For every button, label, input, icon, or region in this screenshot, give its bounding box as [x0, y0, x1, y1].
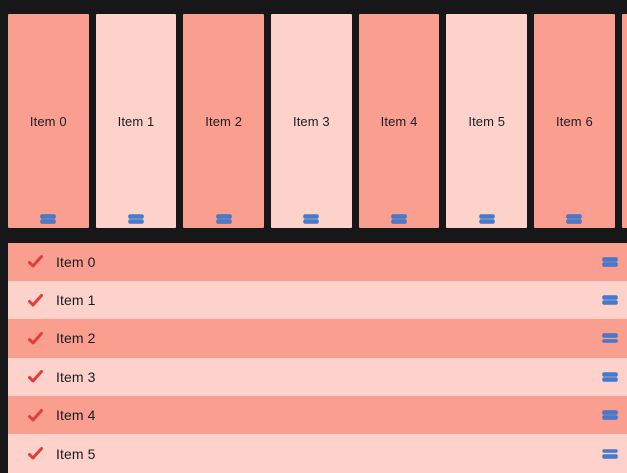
- sortable-card-3[interactable]: Item 3: [271, 14, 352, 228]
- list-item-label: Item 5: [56, 445, 96, 462]
- sortable-card-2[interactable]: Item 2: [183, 14, 264, 228]
- check-icon: [28, 370, 43, 383]
- list-item-label: Item 4: [56, 407, 96, 424]
- drag-handle-icon[interactable]: [603, 372, 617, 381]
- drag-handle-icon[interactable]: [479, 215, 494, 223]
- card-label: Item 6: [556, 113, 593, 129]
- card-label: Item 3: [292, 113, 330, 129]
- card-label: Item 0: [29, 113, 67, 129]
- drag-handle-icon[interactable]: [128, 215, 143, 223]
- list-item-3[interactable]: Item 3: [8, 357, 627, 397]
- drag-handle-icon[interactable]: [603, 411, 617, 420]
- drag-handle-icon[interactable]: [603, 257, 617, 266]
- check-icon: [28, 331, 43, 345]
- check-icon: [28, 408, 43, 422]
- horizontal-sortable-list: Item 0 Item 1 Item 2 Item 3 Item 4 Item …: [0, 0, 627, 228]
- sortable-card-4[interactable]: Item 4: [358, 14, 440, 228]
- sortable-card-5[interactable]: Item 5: [446, 14, 528, 228]
- sortable-card-0[interactable]: Item 0: [8, 14, 89, 228]
- drag-handle-icon[interactable]: [603, 296, 617, 305]
- check-icon: [28, 255, 43, 268]
- card-label: Item 5: [468, 113, 506, 129]
- card-label: Item 4: [380, 113, 418, 129]
- check-icon: [28, 293, 43, 307]
- list-item-label: Item 2: [56, 330, 96, 347]
- vertical-sortable-list: Item 0 Item 1 Item 2 Item 3 Item 4: [8, 242, 627, 473]
- drag-handle-icon[interactable]: [392, 215, 407, 223]
- list-item-2[interactable]: Item 2: [8, 319, 627, 358]
- list-item-4[interactable]: Item 4: [8, 396, 627, 435]
- drag-handle-icon[interactable]: [216, 215, 231, 223]
- list-item-label: Item 3: [56, 368, 96, 385]
- drag-handle-icon[interactable]: [567, 215, 582, 223]
- card-label: Item 1: [117, 113, 155, 129]
- drag-handle-icon[interactable]: [41, 215, 56, 223]
- list-item-label: Item 1: [56, 292, 96, 309]
- list-item-1[interactable]: Item 1: [8, 280, 627, 320]
- sortable-card-7-partial[interactable]: [621, 14, 627, 228]
- check-icon: [28, 447, 43, 460]
- list-item-label: Item 0: [56, 253, 96, 270]
- sortable-card-1[interactable]: Item 1: [95, 14, 177, 228]
- list-item-0[interactable]: Item 0: [8, 242, 627, 281]
- drag-handle-icon[interactable]: [603, 334, 617, 343]
- list-item-5[interactable]: Item 5: [8, 434, 627, 473]
- card-label: Item 2: [205, 113, 243, 129]
- sortable-card-6[interactable]: Item 6: [534, 14, 615, 228]
- drag-handle-icon[interactable]: [304, 215, 319, 223]
- drag-handle-icon[interactable]: [603, 449, 617, 458]
